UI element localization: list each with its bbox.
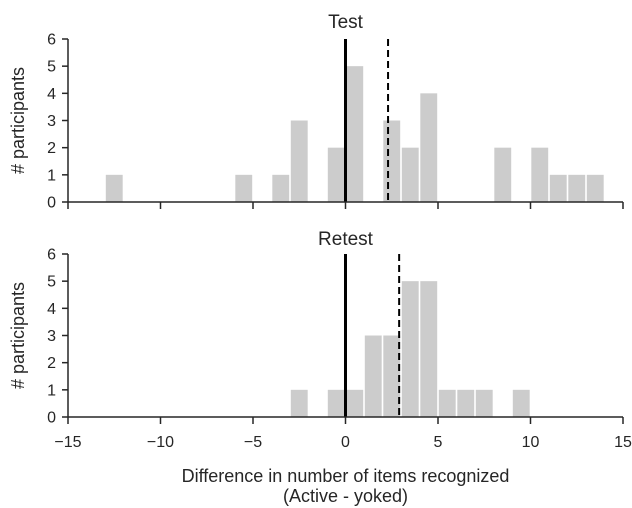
histogram-bar — [420, 93, 438, 202]
y-tick-label: 4 — [47, 301, 56, 318]
histogram-bar — [327, 389, 345, 417]
histogram-bar — [531, 147, 549, 202]
x-tick-label: −10 — [147, 434, 174, 451]
histogram-bar — [383, 120, 401, 202]
histogram-bar — [290, 389, 308, 417]
histogram-bar — [494, 147, 512, 202]
histogram-bar — [475, 389, 493, 417]
histogram-bar — [327, 147, 345, 202]
histogram-bar — [438, 389, 456, 417]
histogram-bar — [105, 174, 123, 202]
y-tick-label: 0 — [47, 410, 56, 427]
histogram-bar — [512, 389, 530, 417]
x-axis-label-line2: (Active - yoked) — [283, 486, 408, 506]
histogram-bar — [420, 281, 438, 417]
x-tick-label: 0 — [341, 434, 350, 451]
histogram-bar — [364, 335, 382, 417]
y-tick-label: 2 — [47, 355, 56, 372]
histogram-bar — [290, 120, 308, 202]
panel-retest: 0 1 2 3 4 5 6 −15 −10 −5 0 5 10 15 Retest # participant… — [8, 229, 632, 451]
y-tick-label: 5 — [47, 59, 56, 76]
y-tick-label: 6 — [47, 247, 56, 264]
y-axis-label: # participants — [8, 67, 28, 174]
y-tick-label: 0 — [47, 195, 56, 212]
panel-title: Test — [328, 12, 364, 33]
y-axis-label: # participants — [8, 282, 28, 389]
histogram-bar — [346, 389, 364, 417]
histogram-bar — [401, 281, 419, 417]
histogram-bar — [568, 174, 586, 202]
histogram-bar — [383, 335, 401, 417]
histogram-bar — [549, 174, 567, 202]
y-tick-label: 1 — [47, 167, 56, 184]
histogram-bar — [586, 174, 604, 202]
y-tick-label: 2 — [47, 140, 56, 157]
histogram-bar — [235, 174, 253, 202]
y-tick-label: 4 — [47, 86, 56, 103]
histogram-bar — [457, 389, 475, 417]
y-tick-label: 1 — [47, 382, 56, 399]
x-axis-label: Difference in number of items recognized — [182, 466, 510, 486]
x-tick-label: −5 — [244, 434, 262, 451]
x-tick-label: −15 — [54, 434, 81, 451]
histogram-bar — [272, 174, 290, 202]
panel-title: Retest — [318, 229, 374, 250]
histogram-bar — [346, 66, 364, 203]
x-tick-label: 10 — [522, 434, 540, 451]
y-tick-label: 3 — [47, 328, 56, 345]
x-tick-label: 15 — [614, 434, 632, 451]
y-tick-label: 6 — [47, 32, 56, 49]
histogram-bar — [401, 147, 419, 202]
panel-test: 0 1 2 3 4 5 6 Test # participants — [8, 12, 624, 212]
y-tick-label: 3 — [47, 113, 56, 130]
x-tick-label: 5 — [434, 434, 443, 451]
y-tick-label: 5 — [47, 274, 56, 291]
